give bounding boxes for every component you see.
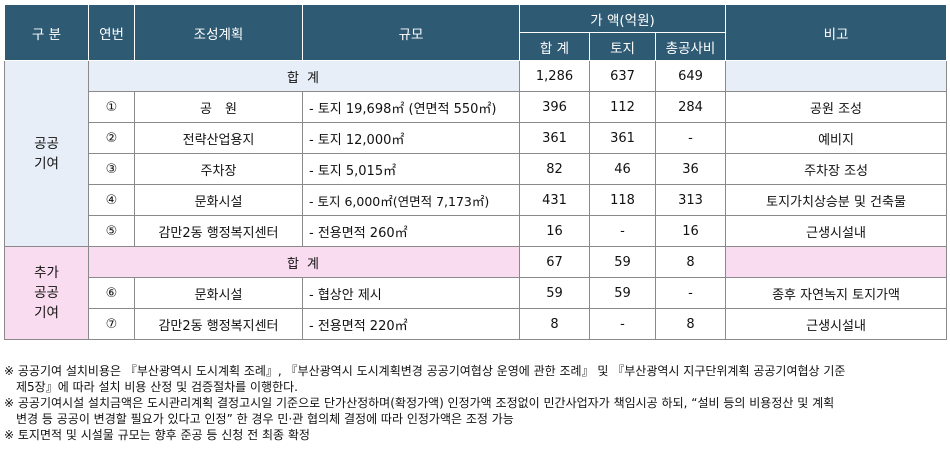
row-number: ⑥: [88, 277, 135, 309]
row-total: 82: [519, 153, 590, 185]
subtotal-remarks: [725, 60, 948, 92]
row-plan: 감만2동 행정복지센터: [134, 215, 303, 247]
subtotal-construction: 649: [654, 60, 727, 92]
row-scale: - 협상안 제시: [302, 277, 520, 309]
header-category: 구 분: [4, 4, 89, 61]
row-plan: 전략산업용지: [134, 122, 303, 154]
row-scale: - 토지 6,000㎡(연면적 7,173㎡): [302, 184, 520, 216]
table-row: ⑦ 감만2동 행정복지센터 - 전용면적 220㎡ 8 - 8 근생시설내: [5, 308, 948, 340]
public-contribution-table: 구 분 연번 조성계획 규모 가 액(억원) 비고 합 계 토지 총공사비 공공…: [4, 4, 948, 340]
row-construction: -: [654, 122, 727, 154]
header-scale: 규모: [302, 4, 520, 61]
subtotal-remarks: [725, 246, 948, 278]
table-row: ③ 주차장 - 토지 5,015㎡ 82 46 36 주차장 조성: [5, 153, 948, 185]
row-land: 361: [589, 122, 656, 154]
header-row-2: 합 계 토지 총공사비: [5, 32, 947, 61]
row-plan: 문화시설: [134, 277, 303, 309]
row-land: 59: [589, 277, 656, 309]
row-number: ⑦: [88, 308, 135, 340]
row-land: 118: [589, 184, 656, 216]
row-total: 16: [519, 215, 590, 247]
row-number: ③: [88, 153, 135, 185]
row-remarks: 근생시설내: [725, 215, 948, 247]
row-number: ①: [88, 91, 135, 123]
subtotal-land: 637: [589, 60, 656, 92]
row-construction: 8: [654, 308, 727, 340]
row-plan: 주차장: [134, 153, 303, 185]
subtotal-land: 59: [589, 246, 656, 278]
row-total: 8: [519, 308, 590, 340]
subtotal-row: 추가 공공 기여 합 계 67 59 8: [4, 246, 948, 340]
row-total: 431: [519, 184, 590, 216]
row-land: -: [589, 215, 656, 247]
footnote-line: ※ 공공기여시설 설치금액은 도시관리계획 결정고시일 기준으로 단가산정하며(…: [4, 396, 835, 410]
row-land: 46: [589, 153, 656, 185]
subtotal-total: 67: [519, 246, 590, 278]
header-row-1: 구 분 연번 조성계획 규모 가 액(억원) 비고: [4, 4, 948, 61]
row-scale: - 전용면적 220㎡: [302, 308, 520, 340]
row-remarks: 종후 자연녹지 토지가액: [725, 277, 948, 309]
header-number: 연번: [88, 4, 135, 61]
row-plan: 감만2동 행정복지센터: [134, 308, 303, 340]
row-number: ⑤: [88, 215, 135, 247]
row-scale: - 토지 5,015㎡: [302, 153, 520, 185]
table-row: ④ 문화시설 - 토지 6,000㎡(연면적 7,173㎡) 431 118 3…: [5, 184, 948, 216]
header-land: 토지: [589, 32, 656, 61]
subtotal-total: 1,286: [519, 60, 590, 92]
table-row: ② 전략산업용지 - 토지 12,000㎡ 361 361 - 예비지: [5, 122, 948, 154]
header-construction: 총공사비: [654, 32, 727, 61]
row-construction: -: [654, 277, 727, 309]
row-construction: 36: [654, 153, 727, 185]
footnote-line: ※ 공공기여 설치비용은 『부산광역시 도시계획 조례』, 『부산광역시 도시계…: [4, 364, 846, 378]
row-remarks: 근생시설내: [725, 308, 948, 340]
row-remarks: 예비지: [725, 122, 948, 154]
table-row: ① 공 원 - 토지 19,698㎡ (연면적 550㎡) 396 112 28…: [5, 91, 948, 123]
footnote-line: 제5장』에 따라 설치 비용 산정 및 검증절차를 이행한다.: [16, 380, 298, 394]
row-land: -: [589, 308, 656, 340]
section-label-public: 공공 기여: [4, 60, 89, 247]
header-remarks: 비고: [725, 4, 948, 61]
table-row: ⑥ 문화시설 - 협상안 제시 59 59 - 종후 자연녹지 토지가액: [5, 277, 948, 309]
header-total: 합 계: [519, 32, 590, 61]
row-scale: - 토지 19,698㎡ (연면적 550㎡): [302, 91, 520, 123]
subtotal-label: 합 계: [88, 246, 520, 278]
subtotal-row: 공공 기여 합 계 1,286 637 649: [4, 60, 948, 247]
subtotal-construction: 8: [654, 246, 727, 278]
row-number: ②: [88, 122, 135, 154]
row-plan: 공 원: [134, 91, 303, 123]
footnote-line: 변경 등 공공이 변경할 필요가 있다고 인정” 한 경우 민·관 협의체 결정…: [16, 412, 514, 426]
row-remarks: 공원 조성: [725, 91, 948, 123]
footnote-line: ※ 토지면적 및 시설물 규모는 향후 준공 등 신청 전 최종 확정: [4, 428, 310, 442]
section-label-additional: 추가 공공 기여: [4, 246, 89, 340]
header-amount-group: 가 액(억원): [518, 4, 727, 33]
row-construction: 284: [654, 91, 727, 123]
row-construction: 313: [654, 184, 727, 216]
subtotal-label: 합 계: [88, 60, 520, 92]
row-remarks: 토지가치상승분 및 건축물: [725, 184, 948, 216]
row-scale: - 전용면적 260㎡: [302, 215, 520, 247]
row-total: 361: [519, 122, 590, 154]
header-plan: 조성계획: [134, 4, 303, 61]
row-land: 112: [589, 91, 656, 123]
row-construction: 16: [654, 215, 727, 247]
row-remarks: 주차장 조성: [725, 153, 948, 185]
row-plan: 문화시설: [134, 184, 303, 216]
row-total: 59: [519, 277, 590, 309]
table-row: ⑤ 감만2동 행정복지센터 - 전용면적 260㎡ 16 - 16 근생시설내: [5, 215, 948, 247]
row-total: 396: [519, 91, 590, 123]
footnotes: ※ 공공기여 설치비용은 『부산광역시 도시계획 조례』, 『부산광역시 도시계…: [4, 363, 944, 443]
row-number: ④: [88, 184, 135, 216]
row-scale: - 토지 12,000㎡: [302, 122, 520, 154]
